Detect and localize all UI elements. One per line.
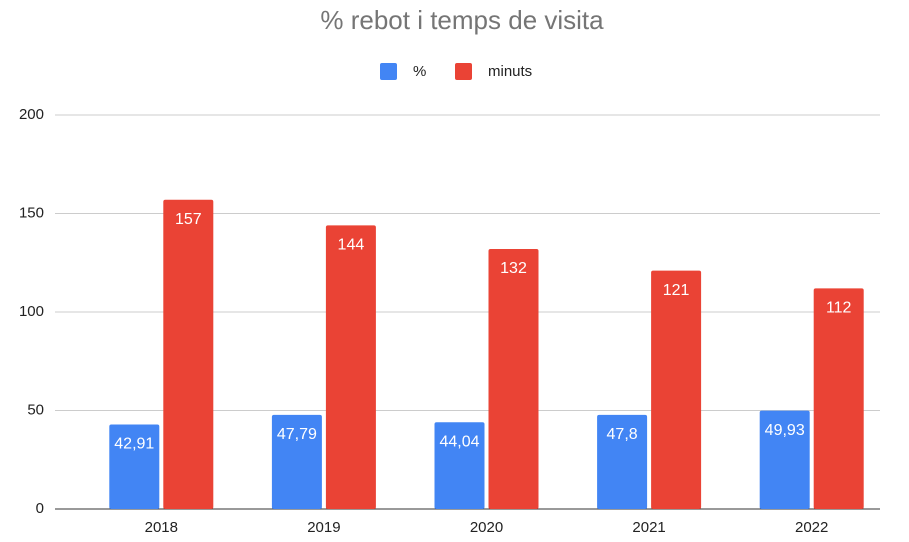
data-label: 132 (500, 260, 527, 277)
data-label: 47,8 (607, 426, 638, 443)
bar (109, 424, 160, 509)
bar (759, 410, 810, 509)
legend-swatch (380, 63, 397, 80)
y-tick-label: 150 (19, 204, 44, 221)
legend-label: % (413, 63, 426, 80)
bar (813, 288, 864, 509)
bar (325, 225, 376, 509)
y-tick-label: 50 (27, 401, 44, 418)
data-label: 112 (826, 300, 852, 317)
data-label: 121 (663, 282, 690, 299)
bar (651, 270, 702, 509)
x-tick-label: 2018 (145, 519, 178, 536)
y-tick-label: 0 (36, 500, 44, 517)
data-label: 47,79 (277, 426, 317, 443)
x-tick-label: 2021 (632, 519, 665, 536)
legend-label: minuts (488, 63, 532, 80)
data-label: 157 (175, 211, 202, 228)
y-tick-label: 200 (19, 106, 44, 123)
bar (488, 248, 539, 509)
chart-title: % rebot i temps de visita (320, 5, 604, 35)
x-tick-label: 2022 (795, 519, 828, 536)
data-label: 44,04 (439, 433, 479, 450)
data-label: 144 (338, 237, 365, 254)
legend-swatch (455, 63, 472, 80)
x-tick-label: 2019 (307, 519, 340, 536)
bar (163, 199, 214, 509)
data-label: 42,91 (114, 436, 154, 453)
data-label: 49,93 (765, 422, 805, 439)
bar (597, 414, 648, 509)
bar (271, 414, 322, 509)
y-tick-label: 100 (19, 303, 44, 320)
bar (434, 422, 485, 509)
x-tick-label: 2020 (470, 519, 503, 536)
